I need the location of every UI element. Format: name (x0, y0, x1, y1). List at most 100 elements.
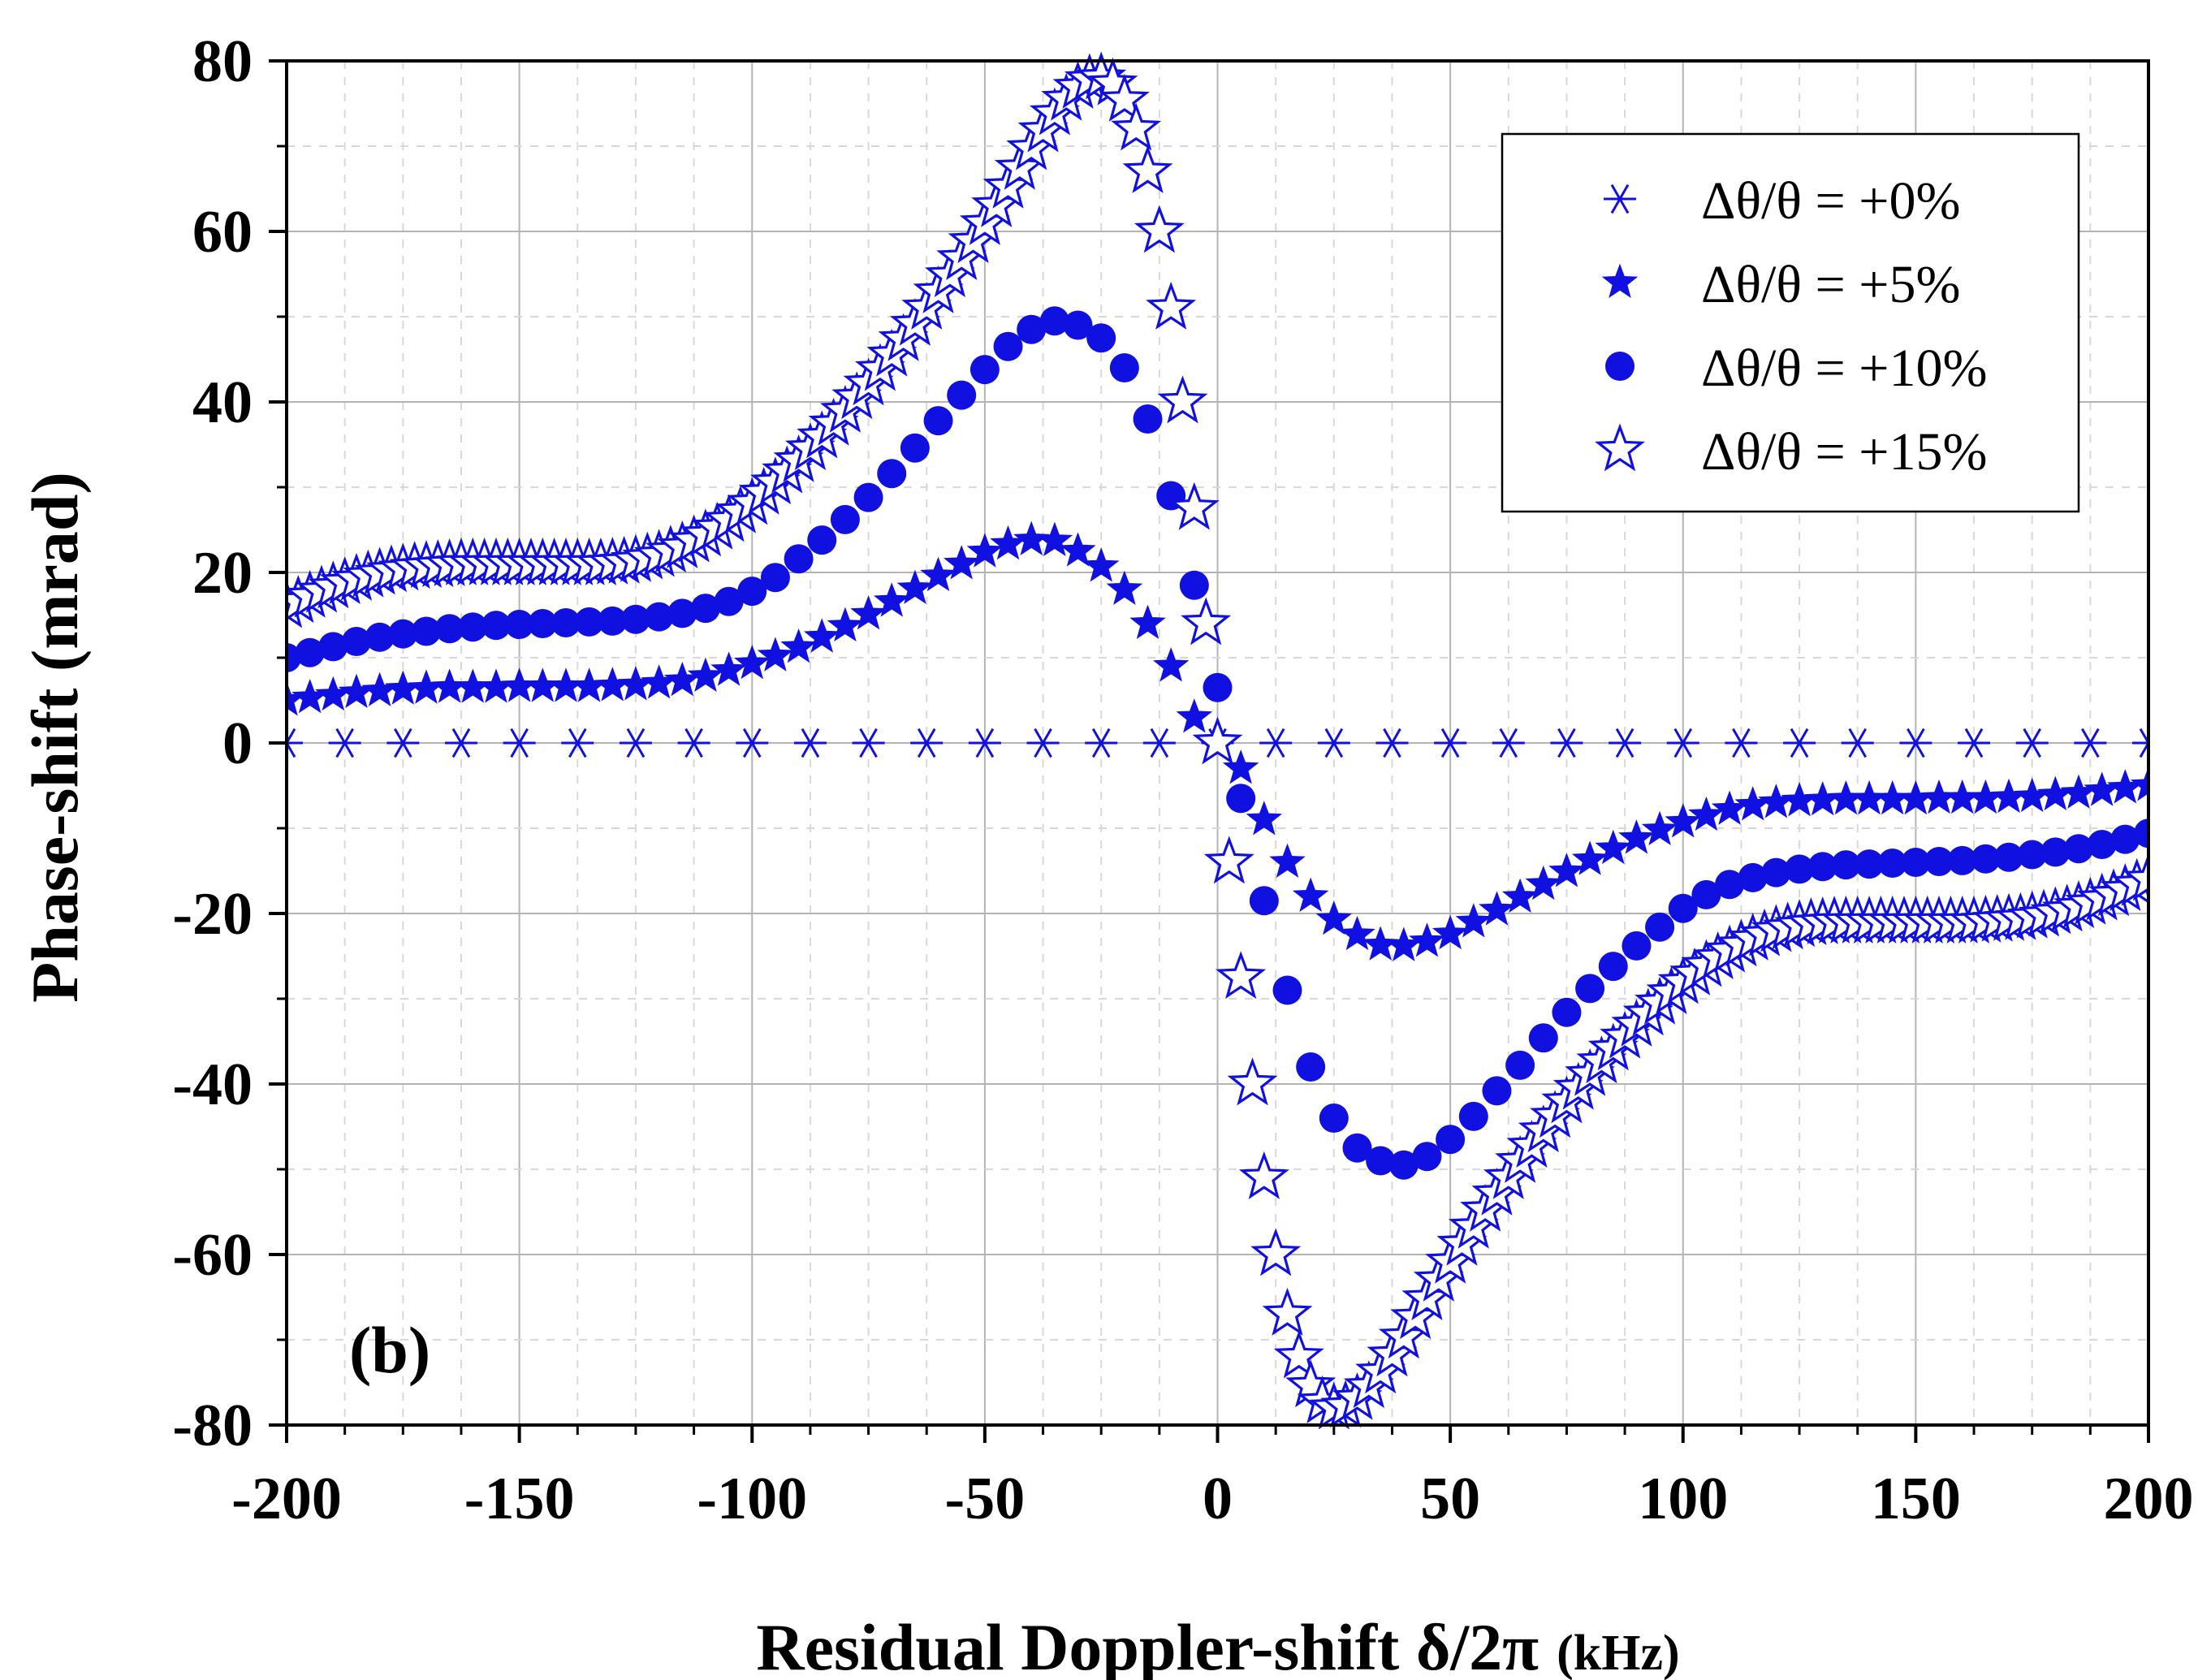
y-tick-label: -20 (172, 881, 253, 948)
data-point (2074, 728, 2107, 758)
data-point (1099, 73, 1150, 122)
data-point (2132, 728, 2148, 758)
data-point (1366, 1146, 1396, 1176)
data-point (1412, 1142, 1442, 1172)
y-tick-label: 80 (192, 28, 253, 95)
data-point (1482, 1076, 1512, 1106)
data-point (920, 556, 957, 592)
legend-label-3: Δθ/θ = +15% (1701, 422, 1987, 482)
data-point (1273, 1330, 1324, 1379)
data-point (2130, 767, 2148, 801)
data-point (641, 664, 677, 699)
data-point (1168, 482, 1220, 530)
data-point (1725, 728, 1758, 758)
data-point (341, 627, 371, 657)
data-point (1528, 1023, 1558, 1053)
legend-marker-2 (1605, 352, 1634, 381)
data-point (1246, 801, 1283, 836)
y-tick-label: -80 (172, 1393, 253, 1459)
data-point (1598, 952, 1628, 982)
data-point (1622, 931, 1652, 961)
data-point (1013, 520, 1050, 556)
data-point (1269, 843, 1306, 878)
x-tick-label: 100 (1638, 1466, 1728, 1532)
data-point (1222, 749, 1259, 784)
data-point (690, 594, 720, 624)
data-point (1666, 728, 1699, 758)
data-point (993, 331, 1023, 361)
data-point (1082, 547, 1120, 582)
data-point (1505, 1050, 1535, 1080)
data-point (990, 525, 1026, 560)
data-point (1292, 877, 1329, 912)
data-point (1831, 850, 1861, 880)
data-point (1550, 728, 1583, 758)
data-point (2134, 818, 2148, 849)
data-point (784, 544, 814, 574)
data-point (1455, 903, 1492, 938)
data-point (434, 614, 464, 644)
data-point (1226, 784, 1256, 814)
data-point (1179, 570, 1209, 600)
legend-marker-1 (1601, 263, 1639, 298)
data-point (687, 657, 724, 693)
data-point (365, 622, 395, 652)
data-point (873, 582, 910, 617)
data-point (1924, 846, 1954, 876)
data-point (1238, 1151, 1289, 1199)
data-point (2017, 840, 2047, 870)
data-point (827, 607, 864, 642)
data-point (1203, 836, 1254, 884)
data-point (830, 504, 860, 534)
y-tick-label: -40 (172, 1052, 253, 1118)
data-point (1691, 879, 1721, 909)
data-point (551, 607, 581, 637)
data-point (1738, 862, 1768, 892)
data-point (561, 728, 594, 758)
data-point (760, 563, 790, 593)
data-point (1436, 1125, 1466, 1155)
data-point (1157, 375, 1208, 424)
data-point (2107, 769, 2144, 804)
x-tick-label: -50 (945, 1466, 1026, 1532)
data-point (1525, 865, 1562, 900)
data-point (1994, 842, 2024, 872)
data-point (1947, 845, 1977, 875)
data-point (1458, 1101, 1488, 1131)
legend-label-0: Δθ/θ = +0% (1701, 171, 1960, 231)
data-point (1227, 1057, 1278, 1106)
x-tick-label: 0 (1203, 1466, 1233, 1532)
data-point (503, 728, 536, 758)
data-point (850, 595, 887, 630)
data-point (1039, 306, 1069, 336)
data-point (1761, 857, 1791, 888)
data-point (1176, 698, 1213, 733)
data-point (1036, 521, 1073, 557)
data-point (1575, 974, 1605, 1004)
data-point (1060, 532, 1096, 567)
data-point (1129, 604, 1166, 639)
data-point (1609, 728, 1642, 758)
data-point (966, 533, 1004, 568)
data-point (1432, 914, 1469, 950)
data-point (1262, 1287, 1313, 1336)
data-point (1501, 878, 1539, 913)
series-2 (287, 306, 2148, 1180)
data-point (1296, 1052, 1326, 1082)
series-0 (287, 728, 2148, 758)
data-point (528, 609, 558, 638)
data-point (2037, 775, 2074, 810)
data-point (793, 728, 827, 758)
x-tick-label: 50 (1420, 1466, 1480, 1532)
data-point (2064, 834, 2094, 864)
y-tick-label: -60 (172, 1222, 253, 1289)
data-point (968, 728, 1001, 758)
data-point (710, 651, 747, 686)
data-point (733, 644, 771, 680)
data-point (1272, 975, 1302, 1005)
legend-marker-3 (1595, 423, 1645, 472)
data-point (1319, 1103, 1349, 1133)
x-tick-label: 150 (1871, 1466, 1961, 1532)
data-point (318, 632, 348, 662)
